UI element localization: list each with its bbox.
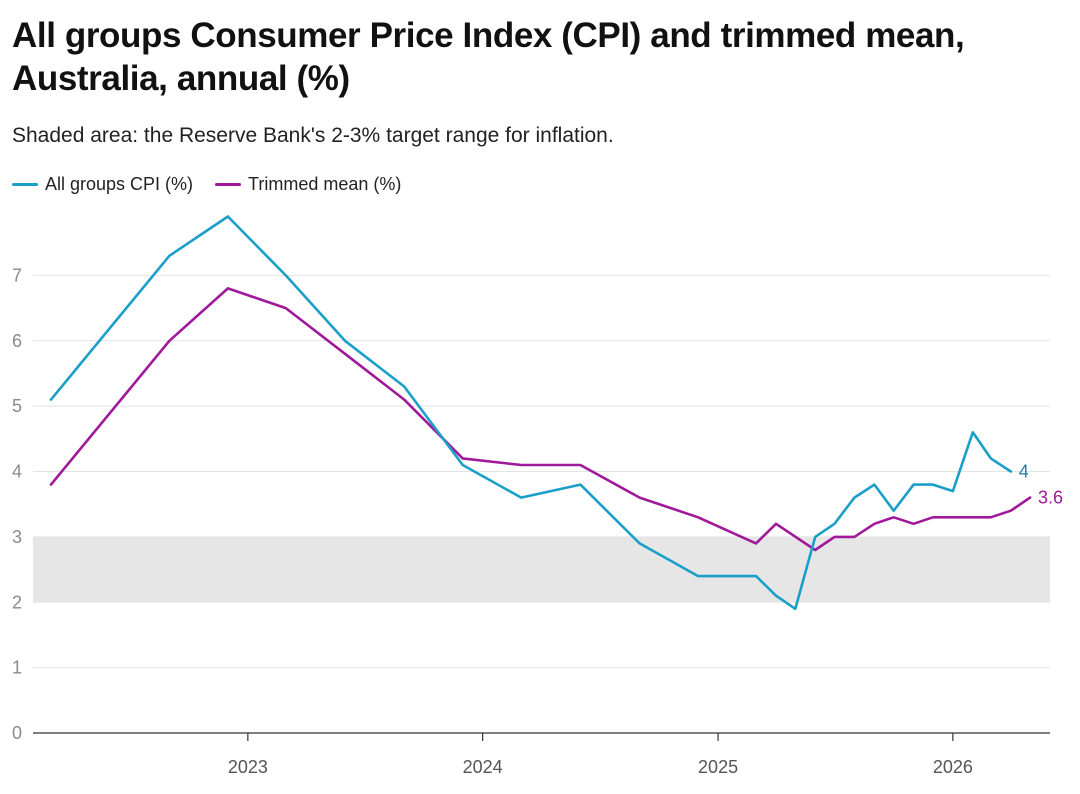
y-tick-label: 7	[12, 265, 22, 285]
cpi-line	[49, 215, 1013, 611]
x-tick-label: 2026	[933, 757, 973, 777]
y-tick-label: 3	[12, 527, 22, 547]
chart-subtitle: Shaded area: the Reserve Bank's 2-3% tar…	[12, 124, 614, 147]
y-tick-label: 4	[12, 462, 22, 482]
x-tick-label: 2025	[698, 757, 738, 777]
legend-item-trimmed-mean: Trimmed mean (%)	[215, 174, 401, 195]
legend-label-cpi: All groups CPI (%)	[45, 174, 194, 194]
trimmed-mean-line	[49, 287, 1032, 552]
legend-swatch-cpi	[12, 183, 38, 186]
trimmed-mean-end-label: 3.6	[1038, 488, 1063, 508]
y-tick-label: 1	[12, 658, 22, 678]
legend-swatch-trimmed-mean	[215, 183, 242, 186]
legend-item-cpi: All groups CPI (%)	[12, 174, 193, 195]
y-tick-label: 6	[12, 331, 22, 351]
x-tick-label: 2023	[228, 757, 268, 777]
legend-label-trimmed-mean: Trimmed mean (%)	[248, 174, 402, 194]
y-tick-label: 0	[12, 723, 22, 743]
cpi-end-label: 4	[1019, 462, 1029, 482]
y-tick-label: 5	[12, 396, 22, 416]
target-range-band	[33, 536, 1050, 603]
y-tick-label: 2	[12, 592, 22, 612]
legend: All groups CPI (%) Trimmed mean (%)	[12, 174, 401, 195]
chart-title: All groups Consumer Price Index (CPI) an…	[12, 16, 965, 98]
x-tick-label: 2024	[463, 757, 503, 777]
